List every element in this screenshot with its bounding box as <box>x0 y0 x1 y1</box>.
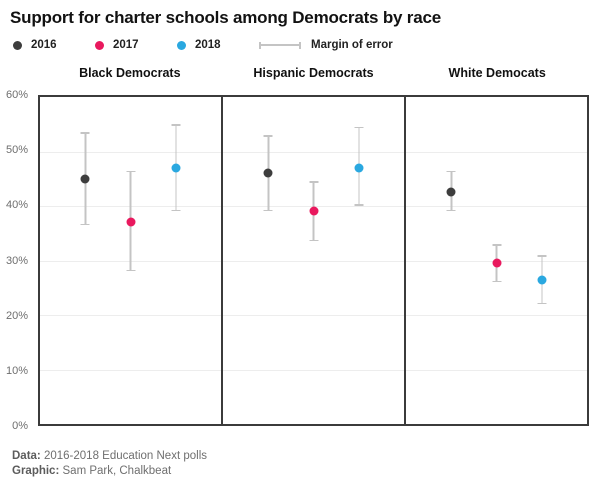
footer-graphic-label: Graphic: <box>12 465 60 477</box>
margin-of-error-icon <box>259 41 301 49</box>
legend-dot-2016-icon <box>13 40 22 50</box>
gridline <box>406 315 587 316</box>
chart-plot-area: 0% 10% 20% 30% 40% 50% 60% <box>0 89 589 432</box>
legend-item-2017: 2017 <box>95 39 177 51</box>
gridline <box>223 260 404 262</box>
data-point-2018 <box>171 163 181 173</box>
gridline <box>223 151 404 153</box>
data-point-2018 <box>537 275 547 285</box>
gridline <box>223 315 404 316</box>
gridline <box>223 369 404 371</box>
panel-headers: Black Democrats Hispanic Democrats White… <box>38 66 589 80</box>
y-axis-tick-label: 40% <box>5 199 28 212</box>
footer-data-source: Data: 2016-2018 Education Next polls <box>12 449 600 464</box>
gridline <box>406 206 587 207</box>
legend-label-margin-of-error: Margin of error <box>311 39 393 51</box>
gridline <box>406 151 587 153</box>
gridline <box>40 151 221 153</box>
y-axis-tick-label: 30% <box>5 254 28 267</box>
data-point-2017 <box>126 217 135 227</box>
footer-data-label: Data: <box>12 450 41 462</box>
data-point-2017 <box>492 258 501 268</box>
panel-white-democrats <box>404 97 587 424</box>
legend-label-2016: 2016 <box>31 39 57 51</box>
data-point-2017 <box>309 206 318 216</box>
panel-header-white-democrats: White Democats <box>448 66 546 80</box>
chart-title: Support for charter schools among Democr… <box>10 8 441 27</box>
gridline <box>40 315 221 316</box>
y-axis-tick-label: 20% <box>5 309 28 322</box>
panel-header-black-democrats: Black Democrats <box>79 66 181 80</box>
y-axis-tick-label: 0% <box>12 420 28 432</box>
gridline <box>406 369 587 371</box>
data-point-2016 <box>263 168 273 178</box>
data-point-2018 <box>354 163 364 173</box>
gridline <box>40 369 221 371</box>
footer-data-value: 2016-2018 Education Next polls <box>43 450 207 462</box>
legend-dot-2018-icon <box>177 40 186 50</box>
footer-credit: Graphic: Sam Park, Chalkbeat <box>12 464 600 479</box>
legend: 2016 2017 2018 Margin of error <box>13 39 600 51</box>
footer-graphic-value: Sam Park, Chalkbeat <box>62 465 172 477</box>
y-axis-tick-label: 10% <box>5 364 28 377</box>
panel-black-democrats <box>40 97 221 424</box>
y-axis: 0% 10% 20% 30% 40% 50% 60% <box>0 89 33 432</box>
footer: Data: 2016-2018 Education Next polls Gra… <box>12 449 600 479</box>
legend-label-2018: 2018 <box>195 39 221 51</box>
legend-item-2016: 2016 <box>13 39 95 51</box>
data-point-2016 <box>80 174 90 184</box>
panel-hispanic-democrats <box>221 97 404 424</box>
legend-label-2017: 2017 <box>113 39 139 51</box>
panels <box>38 95 589 426</box>
legend-dot-2017-icon <box>95 40 104 50</box>
y-axis-tick-label: 60% <box>5 89 28 101</box>
legend-item-2018: 2018 <box>177 39 259 51</box>
y-axis-tick-label: 50% <box>5 144 28 157</box>
panel-header-hispanic-democrats: Hispanic Democrats <box>253 66 374 80</box>
legend-item-margin-of-error: Margin of error <box>259 39 393 51</box>
data-point-2016 <box>446 187 456 197</box>
